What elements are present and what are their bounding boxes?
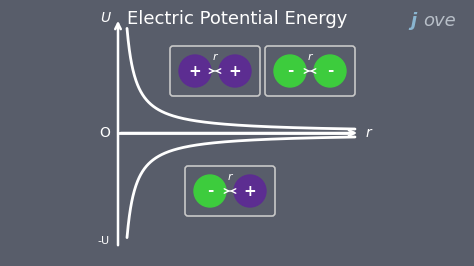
Text: -: - (207, 184, 213, 198)
Text: j: j (410, 12, 416, 30)
Text: ove: ove (423, 12, 456, 30)
Text: Electric Potential Energy: Electric Potential Energy (127, 10, 347, 28)
FancyBboxPatch shape (185, 166, 275, 216)
Text: U: U (100, 11, 110, 25)
Circle shape (274, 55, 306, 87)
Circle shape (194, 175, 226, 207)
FancyBboxPatch shape (170, 46, 260, 96)
FancyBboxPatch shape (265, 46, 355, 96)
Text: r: r (213, 52, 217, 62)
Circle shape (234, 175, 266, 207)
Text: -: - (327, 64, 333, 78)
Text: r: r (308, 52, 312, 62)
Circle shape (314, 55, 346, 87)
Circle shape (179, 55, 211, 87)
Text: r: r (228, 172, 232, 182)
Text: -: - (287, 64, 293, 78)
Text: +: + (244, 184, 256, 198)
Text: r: r (366, 126, 372, 140)
Text: +: + (189, 64, 201, 78)
Circle shape (219, 55, 251, 87)
Text: -U: -U (98, 236, 110, 246)
Text: O: O (99, 126, 110, 140)
Text: +: + (228, 64, 241, 78)
